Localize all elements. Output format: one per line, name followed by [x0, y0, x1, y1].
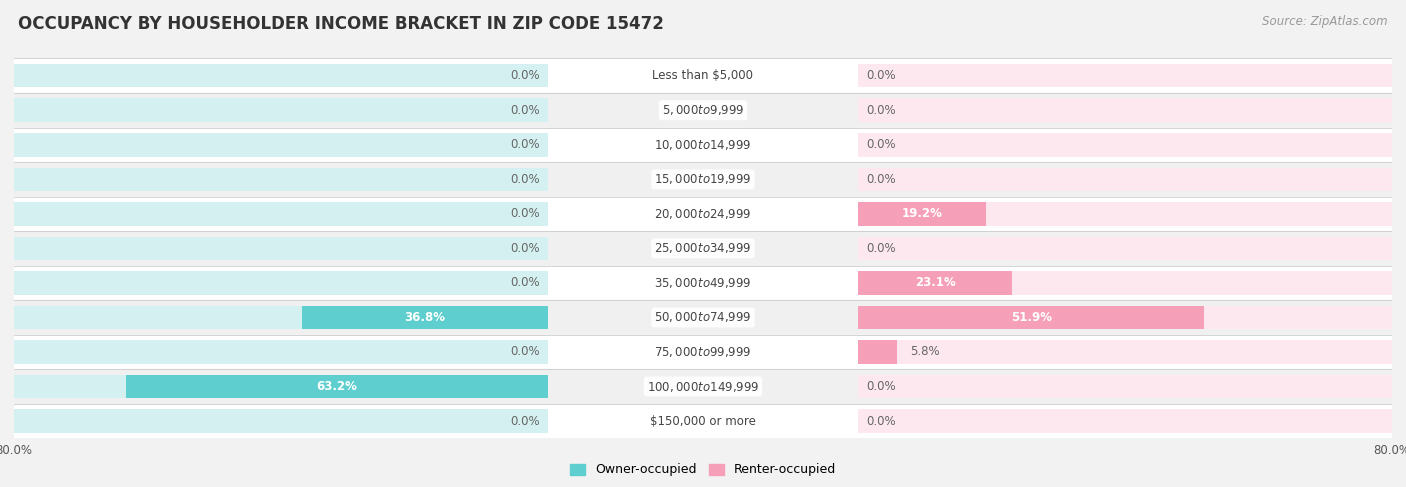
- Bar: [858, 340, 897, 364]
- Bar: [858, 64, 1392, 88]
- Bar: [14, 375, 548, 398]
- Text: 0.0%: 0.0%: [866, 69, 896, 82]
- Text: $20,000 to $24,999: $20,000 to $24,999: [654, 207, 752, 221]
- Text: Less than $5,000: Less than $5,000: [652, 69, 754, 82]
- Bar: [858, 375, 1392, 398]
- Bar: [858, 168, 1392, 191]
- Text: $25,000 to $34,999: $25,000 to $34,999: [654, 242, 752, 255]
- Text: $150,000 or more: $150,000 or more: [650, 414, 756, 428]
- Text: 63.2%: 63.2%: [316, 380, 357, 393]
- Text: 51.9%: 51.9%: [1011, 311, 1052, 324]
- Bar: [858, 306, 1205, 329]
- Text: 0.0%: 0.0%: [866, 414, 896, 428]
- Text: 0.0%: 0.0%: [510, 345, 540, 358]
- Bar: [14, 335, 1392, 369]
- Bar: [14, 237, 548, 260]
- Text: 36.8%: 36.8%: [405, 311, 446, 324]
- Text: $5,000 to $9,999: $5,000 to $9,999: [662, 103, 744, 117]
- Bar: [858, 306, 1392, 329]
- Text: 0.0%: 0.0%: [510, 104, 540, 117]
- Bar: [858, 133, 1392, 156]
- Text: 0.0%: 0.0%: [866, 138, 896, 151]
- Text: $15,000 to $19,999: $15,000 to $19,999: [654, 172, 752, 187]
- Bar: [858, 271, 1392, 295]
- Text: 0.0%: 0.0%: [510, 242, 540, 255]
- Text: $75,000 to $99,999: $75,000 to $99,999: [654, 345, 752, 359]
- Bar: [858, 409, 1392, 433]
- Bar: [14, 265, 1392, 300]
- Text: 0.0%: 0.0%: [866, 104, 896, 117]
- Bar: [858, 340, 1392, 364]
- Text: 0.0%: 0.0%: [510, 69, 540, 82]
- Bar: [14, 202, 548, 225]
- Bar: [14, 369, 1392, 404]
- Text: 19.2%: 19.2%: [901, 207, 942, 220]
- Text: 0.0%: 0.0%: [866, 173, 896, 186]
- Text: $10,000 to $14,999: $10,000 to $14,999: [654, 138, 752, 152]
- Text: 23.1%: 23.1%: [915, 277, 956, 289]
- Text: $100,000 to $149,999: $100,000 to $149,999: [647, 379, 759, 393]
- Bar: [858, 202, 1392, 225]
- Bar: [14, 162, 1392, 197]
- Bar: [858, 237, 1392, 260]
- Bar: [14, 133, 548, 156]
- Bar: [14, 404, 1392, 438]
- Text: 0.0%: 0.0%: [510, 277, 540, 289]
- Text: 0.0%: 0.0%: [510, 138, 540, 151]
- Bar: [14, 409, 548, 433]
- Bar: [14, 197, 1392, 231]
- Bar: [302, 306, 548, 329]
- Text: 0.0%: 0.0%: [866, 242, 896, 255]
- Bar: [14, 93, 1392, 128]
- Text: $35,000 to $49,999: $35,000 to $49,999: [654, 276, 752, 290]
- Text: 0.0%: 0.0%: [510, 173, 540, 186]
- Legend: Owner-occupied, Renter-occupied: Owner-occupied, Renter-occupied: [565, 458, 841, 482]
- Text: 0.0%: 0.0%: [866, 380, 896, 393]
- Bar: [858, 202, 986, 225]
- Text: 0.0%: 0.0%: [510, 414, 540, 428]
- Bar: [14, 58, 1392, 93]
- Text: 5.8%: 5.8%: [910, 345, 939, 358]
- Text: OCCUPANCY BY HOUSEHOLDER INCOME BRACKET IN ZIP CODE 15472: OCCUPANCY BY HOUSEHOLDER INCOME BRACKET …: [18, 15, 664, 33]
- Bar: [14, 98, 548, 122]
- Bar: [14, 168, 548, 191]
- Text: 0.0%: 0.0%: [510, 207, 540, 220]
- Bar: [14, 340, 548, 364]
- Text: $50,000 to $74,999: $50,000 to $74,999: [654, 310, 752, 324]
- Bar: [127, 375, 548, 398]
- Bar: [14, 128, 1392, 162]
- Bar: [14, 231, 1392, 265]
- Bar: [858, 98, 1392, 122]
- Bar: [14, 271, 548, 295]
- Bar: [14, 306, 548, 329]
- Bar: [858, 271, 1012, 295]
- Bar: [14, 300, 1392, 335]
- Text: Source: ZipAtlas.com: Source: ZipAtlas.com: [1263, 15, 1388, 28]
- Bar: [14, 64, 548, 88]
